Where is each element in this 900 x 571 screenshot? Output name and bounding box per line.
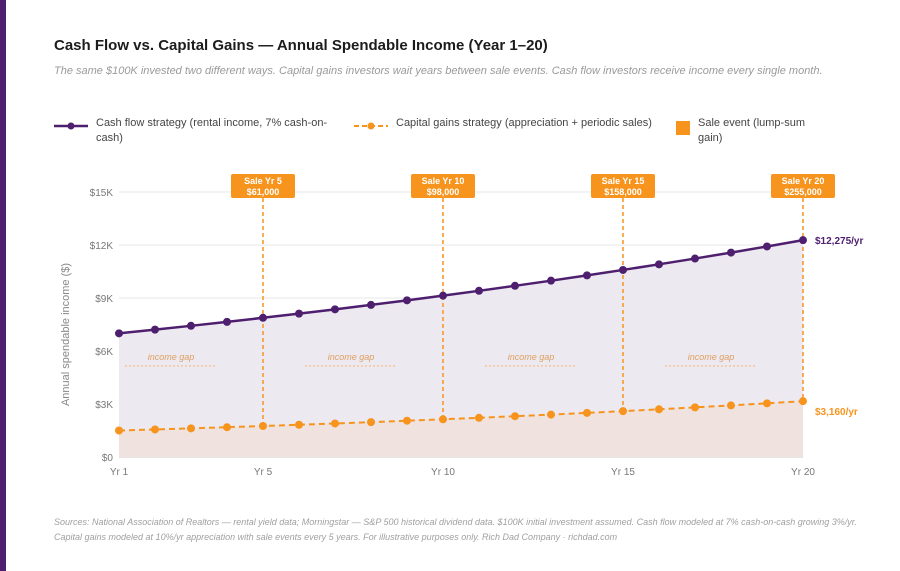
x-tick-label: Yr 5: [254, 467, 273, 478]
cash-flow-point: [799, 236, 807, 245]
y-tick-label: $3K: [95, 400, 113, 411]
sale-event-label: Sale Yr 20: [782, 176, 825, 186]
chart-subtitle: The same $100K invested two different wa…: [54, 65, 823, 77]
capital-gains-point: [403, 416, 411, 425]
sale-event-amount: $98,000: [427, 187, 460, 197]
capital-gains-point: [295, 420, 303, 429]
x-tick-label: Yr 1: [110, 467, 129, 478]
accent-stripe: [0, 0, 6, 571]
cash-flow-point: [583, 271, 591, 280]
capital-gains-point: [547, 410, 555, 419]
cash-flow-point: [151, 325, 159, 334]
cash-flow-point: [511, 281, 519, 290]
cash-flow-point: [691, 254, 699, 263]
sale-event-box: [591, 174, 655, 198]
capital-gains-end-label: $3,160/yr: [815, 407, 858, 418]
cash-flow-line-icon: [54, 122, 88, 130]
chart-plot: $0 $3K $6K $9K $12K $15K Yr 1 Yr 5 Yr 10 Yr 15 Yr …: [60, 174, 863, 478]
cash-flow-point: [115, 329, 123, 338]
y-tick-label: $6K: [95, 347, 113, 358]
sale-event-box: [411, 174, 475, 198]
income-gap-label: income gap: [328, 352, 375, 362]
sale-event-label: Sale Yr 10: [422, 176, 465, 186]
cash-flow-point: [367, 300, 375, 309]
capital-gains-point: [691, 403, 699, 412]
y-tick-label: $0: [102, 453, 114, 464]
cash-flow-point: [223, 317, 231, 326]
chart-title: Cash Flow vs. Capital Gains — Annual Spe…: [54, 37, 548, 54]
legend-item-capital-gains: Capital gains strategy (appreciation + p…: [354, 116, 676, 146]
cash-flow-point: [763, 242, 771, 251]
cash-flow-point: [187, 321, 195, 330]
capital-gains-point: [475, 413, 483, 422]
cash-flow-point: [475, 286, 483, 295]
capital-gains-area: [119, 401, 803, 457]
capital-gains-point: [187, 424, 195, 433]
capital-gains-point: [115, 426, 123, 435]
income-gap-label: income gap: [688, 352, 735, 362]
capital-gains-line: [118, 400, 804, 432]
capital-gains-point: [439, 415, 447, 424]
sale-event-swatch-icon: [676, 121, 690, 135]
cash-flow-end-label: $12,275/yr: [815, 236, 863, 247]
y-axis-label: Annual spendable income ($): [60, 263, 72, 406]
cash-flow-point: [655, 260, 663, 269]
sale-event-label: Sale Yr 15: [602, 176, 645, 186]
capital-gains-point: [655, 405, 663, 414]
cash-flow-area: [119, 240, 803, 457]
sources-note: Sources: National Association of Realtor…: [54, 517, 857, 542]
capital-gains-point: [727, 401, 735, 410]
capital-gains-point: [259, 421, 267, 430]
capital-gains-point: [331, 419, 339, 428]
income-gap-label: income gap: [508, 352, 555, 362]
sale-event-box: [231, 174, 295, 198]
capital-gains-point: [367, 418, 375, 427]
capital-gains-line-icon: [354, 122, 388, 130]
sale-event-amount: $61,000: [247, 187, 280, 197]
sale-event-label: Sale Yr 5: [244, 176, 282, 186]
cash-flow-line: [118, 238, 804, 335]
legend-label: Cash flow strategy (rental income, 7% ca…: [96, 117, 328, 144]
cash-flow-point: [727, 248, 735, 257]
y-tick-label: $9K: [95, 294, 113, 305]
y-tick-label: $12K: [90, 241, 114, 252]
legend-label: Sale event (lump-sum gain): [698, 117, 805, 144]
capital-gains-point: [619, 407, 627, 416]
cash-flow-point: [331, 305, 339, 314]
legend-label: Capital gains strategy (appreciation + p…: [396, 117, 652, 129]
y-tick-label: $15K: [90, 188, 114, 199]
cash-flow-point: [295, 309, 303, 318]
capital-gains-point: [223, 423, 231, 432]
legend: Cash flow strategy (rental income, 7% ca…: [54, 116, 828, 146]
income-gap-label: income gap: [148, 352, 195, 362]
sale-event-box: [771, 174, 835, 198]
legend-item-cash-flow: Cash flow strategy (rental income, 7% ca…: [54, 116, 354, 146]
sale-event-amount: $255,000: [784, 187, 822, 197]
x-tick-label: Yr 15: [611, 467, 635, 478]
sale-event-amount: $158,000: [604, 187, 642, 197]
x-tick-label: Yr 10: [431, 467, 455, 478]
capital-gains-point: [763, 399, 771, 408]
capital-gains-point: [583, 408, 591, 417]
cash-flow-point: [547, 276, 555, 285]
x-tick-label: Yr 20: [791, 467, 815, 478]
cash-flow-point: [403, 296, 411, 305]
cash-flow-point: [619, 265, 627, 274]
legend-item-sale-event: Sale event (lump-sum gain): [676, 116, 828, 146]
cash-flow-point: [259, 313, 267, 322]
capital-gains-point: [151, 425, 159, 434]
capital-gains-point: [511, 412, 519, 421]
capital-gains-point: [799, 397, 807, 406]
cash-flow-point: [439, 291, 447, 300]
